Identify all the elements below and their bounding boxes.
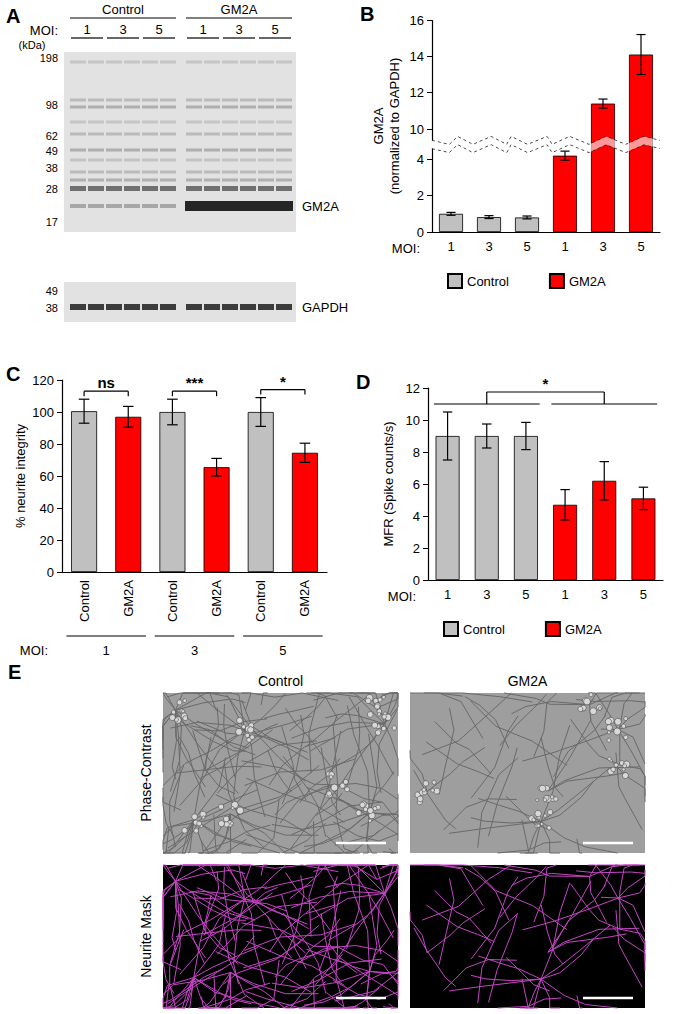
svg-text:1: 1	[561, 239, 568, 254]
svg-text:% neurite integrity: % neurite integrity	[13, 423, 28, 528]
svg-text:Control: Control	[253, 580, 268, 622]
svg-text:98: 98	[46, 99, 58, 111]
svg-text:5: 5	[637, 239, 644, 254]
svg-text:C: C	[6, 363, 20, 385]
svg-text:MOI:: MOI:	[392, 241, 420, 256]
svg-text:1: 1	[447, 239, 454, 254]
svg-text:GM2A: GM2A	[569, 274, 606, 289]
svg-text:2: 2	[417, 188, 424, 203]
svg-text:3: 3	[599, 239, 606, 254]
svg-text:MOI:: MOI:	[20, 643, 48, 658]
svg-text:GM2A: GM2A	[209, 580, 224, 617]
svg-text:38: 38	[46, 162, 58, 174]
svg-text:(normalized to GAPDH): (normalized to GAPDH)	[387, 58, 402, 195]
svg-text:0: 0	[47, 565, 54, 580]
svg-text:62: 62	[46, 130, 58, 142]
svg-text:17: 17	[46, 216, 58, 228]
svg-text:GM2A: GM2A	[508, 673, 548, 689]
svg-text:198: 198	[40, 52, 58, 64]
svg-text:*: *	[280, 373, 286, 390]
svg-text:GM2A: GM2A	[302, 199, 339, 214]
svg-text:5: 5	[271, 22, 278, 37]
svg-text:1: 1	[444, 587, 451, 602]
svg-text:GM2A: GM2A	[371, 107, 386, 144]
svg-text:1: 1	[561, 587, 568, 602]
svg-text:120: 120	[32, 373, 54, 388]
svg-text:GM2A: GM2A	[221, 2, 258, 17]
svg-text:Control: Control	[165, 580, 180, 622]
svg-text:2: 2	[413, 541, 420, 556]
svg-text:8: 8	[413, 445, 420, 460]
svg-text:1: 1	[199, 22, 206, 37]
svg-text:49: 49	[46, 145, 58, 157]
svg-text:Control: Control	[463, 622, 505, 637]
svg-text:3: 3	[601, 587, 608, 602]
svg-text:12: 12	[406, 381, 420, 396]
svg-text:40: 40	[40, 501, 54, 516]
svg-text:GM2A: GM2A	[121, 580, 136, 617]
svg-text:5: 5	[523, 239, 530, 254]
svg-text:5: 5	[522, 587, 529, 602]
svg-text:MOI:: MOI:	[30, 23, 58, 38]
svg-text:B: B	[360, 3, 374, 25]
svg-text:16: 16	[410, 13, 424, 28]
svg-text:1: 1	[103, 643, 110, 658]
svg-text:3: 3	[235, 22, 242, 37]
svg-text:28: 28	[46, 183, 58, 195]
svg-text:10: 10	[410, 122, 424, 137]
svg-text:20: 20	[40, 533, 54, 548]
svg-text:Control: Control	[467, 274, 509, 289]
svg-text:60: 60	[40, 469, 54, 484]
svg-text:Control: Control	[258, 673, 303, 689]
svg-text:38: 38	[46, 302, 58, 314]
svg-text:Phase-Contrast: Phase-Contrast	[138, 724, 154, 821]
svg-text:49: 49	[46, 285, 58, 297]
svg-text:4: 4	[413, 509, 420, 524]
svg-text:1: 1	[83, 22, 90, 37]
svg-text:MFR (Spike counts/s): MFR (Spike counts/s)	[381, 422, 396, 547]
svg-text:Control: Control	[77, 580, 92, 622]
svg-text:GM2A: GM2A	[565, 622, 602, 637]
svg-text:GAPDH: GAPDH	[302, 300, 348, 315]
svg-text:100: 100	[32, 405, 54, 420]
svg-text:14: 14	[410, 49, 424, 64]
svg-text:12: 12	[410, 85, 424, 100]
svg-text:6: 6	[413, 477, 420, 492]
svg-text:3: 3	[483, 587, 490, 602]
svg-text:4: 4	[417, 152, 424, 167]
svg-text:5: 5	[640, 587, 647, 602]
svg-text:5: 5	[155, 22, 162, 37]
svg-text:ns: ns	[97, 374, 115, 391]
svg-text:*: *	[543, 375, 549, 392]
svg-text:3: 3	[119, 22, 126, 37]
svg-text:5: 5	[279, 643, 286, 658]
svg-text:3: 3	[485, 239, 492, 254]
svg-text:(kDa): (kDa)	[19, 39, 46, 51]
svg-text:Control: Control	[102, 2, 144, 17]
svg-text:***: ***	[186, 374, 204, 391]
svg-text:MOI:: MOI:	[388, 589, 416, 604]
svg-text:D: D	[356, 371, 370, 393]
svg-text:10: 10	[406, 413, 420, 428]
svg-text:A: A	[6, 5, 20, 27]
svg-text:E: E	[8, 661, 21, 683]
svg-text:3: 3	[191, 643, 198, 658]
svg-text:Neurite Mask: Neurite Mask	[138, 894, 154, 977]
svg-text:0: 0	[417, 225, 424, 240]
svg-text:GM2A: GM2A	[297, 580, 312, 617]
svg-text:0: 0	[413, 573, 420, 588]
svg-text:80: 80	[40, 437, 54, 452]
